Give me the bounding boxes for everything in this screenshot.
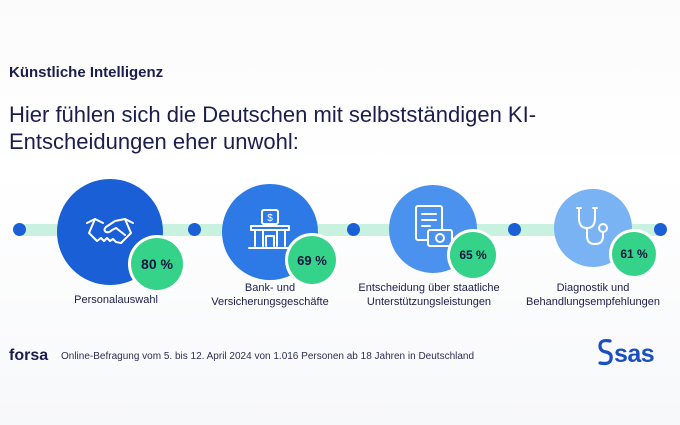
- value-badge: 69 %: [288, 236, 336, 284]
- timeline-dot: [654, 223, 667, 236]
- category-item: 61 % Diagnostik und Behandlungsempfehlun…: [510, 0, 680, 330]
- stethoscope-icon: [573, 204, 613, 253]
- sas-logo: sas: [596, 338, 655, 371]
- category-label: Diagnostik und Behandlungsempfehlungen: [508, 281, 678, 309]
- category-label-line: Unterstützungsleistungen: [366, 296, 492, 308]
- category-label-line: Versicherungsgeschäfte: [211, 296, 329, 308]
- value-badge: 65 %: [450, 232, 496, 278]
- source-logo: forsa: [9, 347, 49, 364]
- svg-text:$: $: [267, 213, 273, 224]
- timeline-dot: [347, 223, 360, 236]
- category-item: 80 % Personalauswahl: [33, 0, 203, 330]
- timeline-line: [18, 224, 662, 236]
- category-label: Personalauswahl: [31, 293, 201, 307]
- source-note: Online-Befragung vom 5. bis 12. April 20…: [61, 351, 475, 362]
- category-label: Bank- und Versicherungsgeschäfte: [185, 281, 355, 309]
- sas-swirl-icon: [596, 338, 614, 371]
- category-item: $ 69 % Bank- und Versicherungsgeschäfte: [186, 0, 356, 330]
- category-label-line: Entscheidung über staatliche: [358, 282, 500, 294]
- sas-logo-text: sas: [614, 340, 655, 368]
- headline: Hier fühlen sich die Deutschen mit selbs…: [9, 102, 537, 154]
- handshake-icon: [85, 213, 135, 252]
- timeline-track: [0, 222, 680, 240]
- kicker-title: Künstliche Intelligenz: [9, 64, 164, 81]
- timeline-dot: [13, 223, 26, 236]
- category-label-line: Personalauswahl: [74, 294, 158, 306]
- bank-icon: $: [247, 208, 293, 257]
- category-label: Entscheidung über staatliche Unterstützu…: [344, 281, 514, 309]
- value-badge: 80 %: [131, 238, 183, 290]
- value-badge: 61 %: [612, 232, 656, 276]
- timeline-dot: [508, 223, 521, 236]
- category-label-line: Diagnostik und: [556, 282, 630, 294]
- category-item: 65 % Entscheidung über staatliche Unters…: [352, 0, 522, 330]
- timeline-dot: [188, 223, 201, 236]
- category-label-line: Bank- und: [244, 282, 296, 294]
- document-money-icon: [412, 204, 454, 255]
- category-label-line: Behandlungsempfehlungen: [526, 296, 660, 308]
